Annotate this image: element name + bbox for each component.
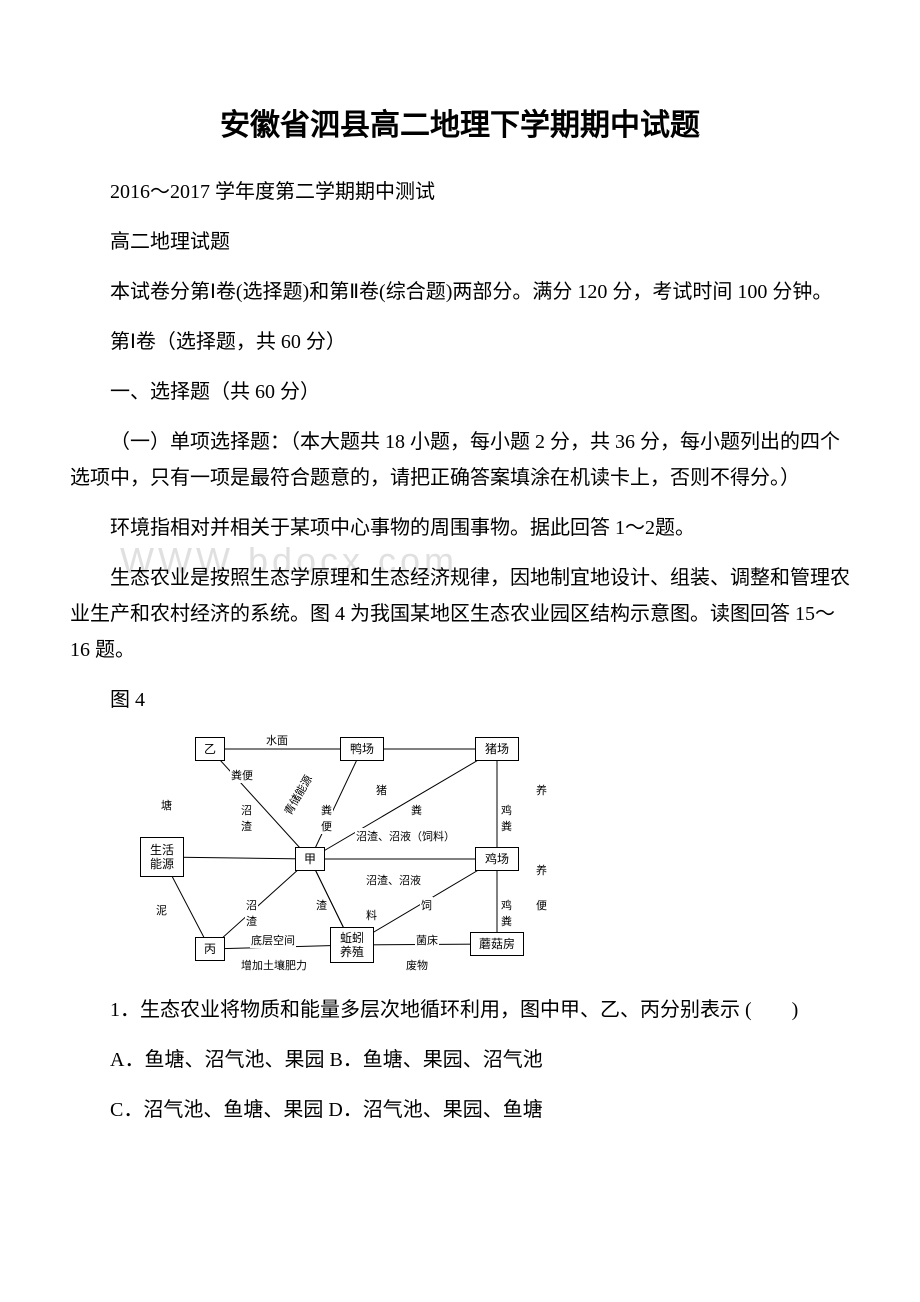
diagram-node-life: 生活能源 <box>140 837 184 877</box>
diagram-edge-label: 渣 <box>315 897 328 913</box>
diagram-node-chicken: 鸡场 <box>475 847 519 871</box>
para-year: 2016～2017 学年度第二学期期中测试 <box>70 174 850 210</box>
diagram-node-yi: 乙 <box>195 737 225 761</box>
diagram-edge-label: 鸡粪 <box>500 802 513 834</box>
diagram-edge-label: 水面 <box>265 732 289 748</box>
para-context2: 生态农业是按照生态学原理和生态经济规律，因地制宜地设计、组装、调整和管理农业生产… <box>70 560 850 668</box>
diagram-edge-label: 塘 <box>160 797 173 813</box>
para-subject: 高二地理试题 <box>70 224 850 260</box>
diagram-edge-label: 沼渣、沼液 <box>365 872 422 888</box>
para-structure: 本试卷分第Ⅰ卷(选择题)和第Ⅱ卷(综合题)两部分。满分 120 分，考试时间 1… <box>70 274 850 310</box>
para-section1-heading: 一、选择题（共 60 分） <box>70 374 850 410</box>
diagram-edge-label: 猪 <box>375 782 388 798</box>
question-1: 1．生态农业将物质和能量多层次地循环利用，图中甲、乙、丙分别表示 ( ) <box>70 992 850 1028</box>
diagram-edge-label: 料 <box>365 907 378 923</box>
diagram-edge-label: 养 <box>535 782 548 798</box>
diagram-node-jia: 甲 <box>295 847 325 871</box>
para-instructions: （一）单项选择题：（本大题共 18 小题，每小题 2 分，共 36 分，每小题列… <box>70 424 850 496</box>
diagram-edge-label: 粪便 <box>320 802 333 834</box>
diagram-edge-label: 粪 <box>410 802 423 818</box>
para-context1: 环境指相对并相关于某项中心事物的周围事物。据此回答 1～2题。 <box>70 510 850 546</box>
question-1-options-ab: A．鱼塘、沼气池、果园 B．鱼塘、果园、沼气池 <box>70 1042 850 1078</box>
eco-diagram: 乙鸭场猪场生活能源甲鸡场丙蚯蚓养殖蘑菇房水面粪便沼渣粪便青储能源猪粪养鸡粪沼渣、… <box>140 732 850 972</box>
diagram-edge-label: 泥 <box>155 902 168 918</box>
diagram-edge-label: 粪便 <box>230 767 254 783</box>
diagram-edge-label: 鸡粪 <box>500 897 513 929</box>
figure-label: 图 4 <box>70 682 850 718</box>
para-section1: 第Ⅰ卷（选择题，共 60 分） <box>70 324 850 360</box>
diagram-node-pig: 猪场 <box>475 737 519 761</box>
diagram-node-bing: 丙 <box>195 937 225 961</box>
diagram-edge-label: 沼渣 <box>240 802 253 834</box>
diagram-edge-label: 沼渣 <box>245 897 258 929</box>
diagram-edge-label: 沼渣、沼液（饲料） <box>355 828 456 844</box>
page-title: 安徽省泗县高二地理下学期期中试题 <box>70 100 850 144</box>
diagram-node-duck: 鸭场 <box>340 737 384 761</box>
diagram-edge-label: 底层空间 <box>250 932 296 948</box>
diagram-edge-label: 菌床 <box>415 932 439 948</box>
question-1-options-cd: C．沼气池、鱼塘、果园 D．沼气池、果园、鱼塘 <box>70 1092 850 1128</box>
diagram-edge-label: 饲 <box>420 897 433 913</box>
diagram-node-mushroom: 蘑菇房 <box>470 932 524 956</box>
diagram-edge-label: 养 <box>535 862 548 878</box>
diagram-edge-label: 增加土壤肥力 <box>240 957 308 973</box>
diagram-edge-label: 废物 <box>405 957 429 973</box>
diagram-edge-label: 便 <box>535 897 548 913</box>
diagram-node-worm: 蚯蚓养殖 <box>330 927 374 963</box>
